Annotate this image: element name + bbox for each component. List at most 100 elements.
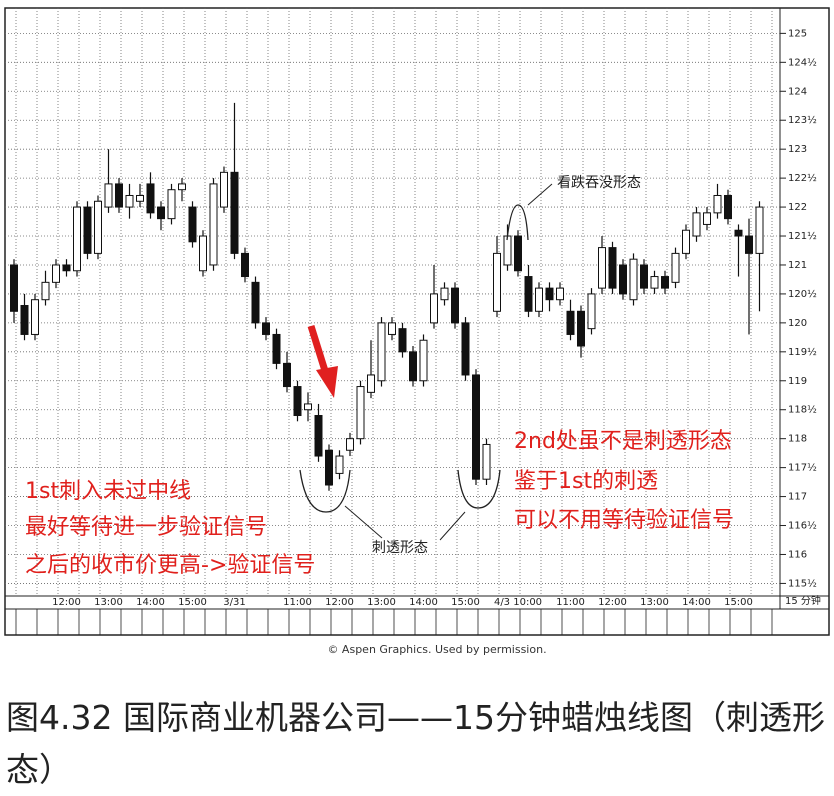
annotation: 刺透形态 [372, 540, 428, 556]
candle-body [199, 235, 207, 272]
chart: 115½ 116 116½ 117 117½ 118 118½ 119 119½ 120 120½ 1… [4, 7, 830, 656]
candle-body [440, 287, 449, 301]
candle-body [251, 281, 260, 324]
candle-body [314, 415, 323, 457]
candle-body [94, 200, 102, 254]
candle-body [703, 212, 711, 225]
y-tick-label: 119½ [788, 346, 817, 358]
y-tick-label: 121½ [788, 230, 817, 242]
candle-body [640, 264, 648, 289]
candle-body [377, 322, 386, 382]
y-tick-label: 123½ [788, 114, 817, 126]
candle-body [598, 247, 606, 289]
pointer [527, 183, 553, 206]
x-tick-label: 13:00 [640, 597, 669, 608]
y-tick-label: 124½ [788, 56, 817, 68]
pattern-arc [457, 469, 501, 509]
x-tick-label: 4/3 10:00 [494, 597, 542, 608]
candle-body [398, 328, 407, 353]
candle-body [146, 183, 155, 214]
y-tick-label: 116½ [788, 520, 817, 532]
candle-body [178, 183, 186, 191]
x-tick-label: 13:00 [94, 597, 123, 608]
candle-body [167, 189, 176, 220]
y-tick-label: 121 [788, 260, 807, 271]
candle-body [671, 252, 680, 283]
candle-body [661, 276, 669, 289]
candle-body [209, 183, 218, 266]
red-arrow-head [316, 366, 338, 398]
y-tick-label: 122½ [788, 172, 817, 184]
candle-body [62, 264, 71, 272]
x-tick-label: 15:00 [724, 597, 753, 608]
candle-body [419, 339, 428, 382]
x-tick-label: 3/31 [223, 597, 245, 608]
candle-body [482, 443, 491, 480]
candle-body [461, 322, 470, 376]
candle-body [682, 229, 690, 254]
candle-body [157, 206, 165, 220]
y-tick-label: 123 [788, 144, 807, 155]
note: 鉴于1st的刺透 [514, 469, 658, 494]
x-tick-label: 12:00 [598, 597, 627, 608]
candle-body [545, 287, 554, 301]
candle-body [356, 386, 365, 440]
pointer [439, 511, 466, 541]
candle-body [409, 351, 417, 382]
candle-body [41, 281, 50, 301]
x-tick-label: 14:00 [136, 597, 165, 608]
candle-body [724, 194, 732, 220]
y-tick-label: 125 [788, 28, 807, 39]
y-tick-label: 115½ [788, 577, 817, 589]
note: 1st刺入未过中线 [25, 479, 191, 504]
y-tick-label: 117 [788, 492, 807, 503]
x-tick-label: 11:00 [283, 597, 312, 608]
candle-body [472, 374, 480, 480]
candle-body [587, 293, 596, 330]
candle-body [713, 194, 722, 214]
credit: © Aspen Graphics. Used by permission. [327, 643, 546, 656]
candle-body [136, 194, 144, 202]
y-tick-label: 120 [788, 318, 807, 329]
candle-body [745, 235, 753, 254]
pattern-arc [299, 469, 351, 513]
note: 之后的收市价更高->验证信号 [25, 553, 315, 578]
x-tick-label: 14:00 [409, 597, 438, 608]
x-tick-label: 11:00 [556, 597, 585, 608]
candle-body [367, 374, 375, 393]
y-tick-label: 118½ [788, 404, 817, 416]
red-arrow [307, 324, 330, 376]
x-tick-label: 15:00 [178, 597, 207, 608]
candle-body [31, 299, 39, 335]
candle-body [115, 183, 123, 208]
candle-body [220, 171, 228, 208]
candle-body [283, 362, 291, 388]
candle-body [629, 258, 638, 301]
candle-body [325, 449, 333, 486]
candle-body [304, 403, 312, 411]
candle-body [692, 212, 701, 237]
x-unit: 15 分钟 [785, 594, 821, 607]
candle-body [188, 206, 197, 243]
candle-body [430, 293, 438, 324]
x-tick-label: 13:00 [367, 597, 396, 608]
candle-body [10, 264, 18, 312]
candle-body [293, 386, 302, 417]
candle-body [272, 333, 281, 364]
candle-body [619, 264, 627, 295]
candle-body [451, 287, 459, 324]
candle-body [125, 194, 134, 208]
y-tick-label: 118 [788, 434, 807, 445]
candle-body [241, 252, 249, 278]
note: 可以不用等待验证信号 [514, 508, 734, 533]
x-tick-label: 12:00 [52, 597, 81, 608]
x-tick-label: 12:00 [325, 597, 354, 608]
candle-body [556, 287, 564, 301]
candle-body [734, 229, 743, 237]
y-tick-label: 117½ [788, 462, 817, 474]
candle-body [493, 252, 501, 312]
candle-body [514, 235, 522, 272]
candle-body [230, 171, 239, 254]
candle-body [755, 206, 764, 254]
